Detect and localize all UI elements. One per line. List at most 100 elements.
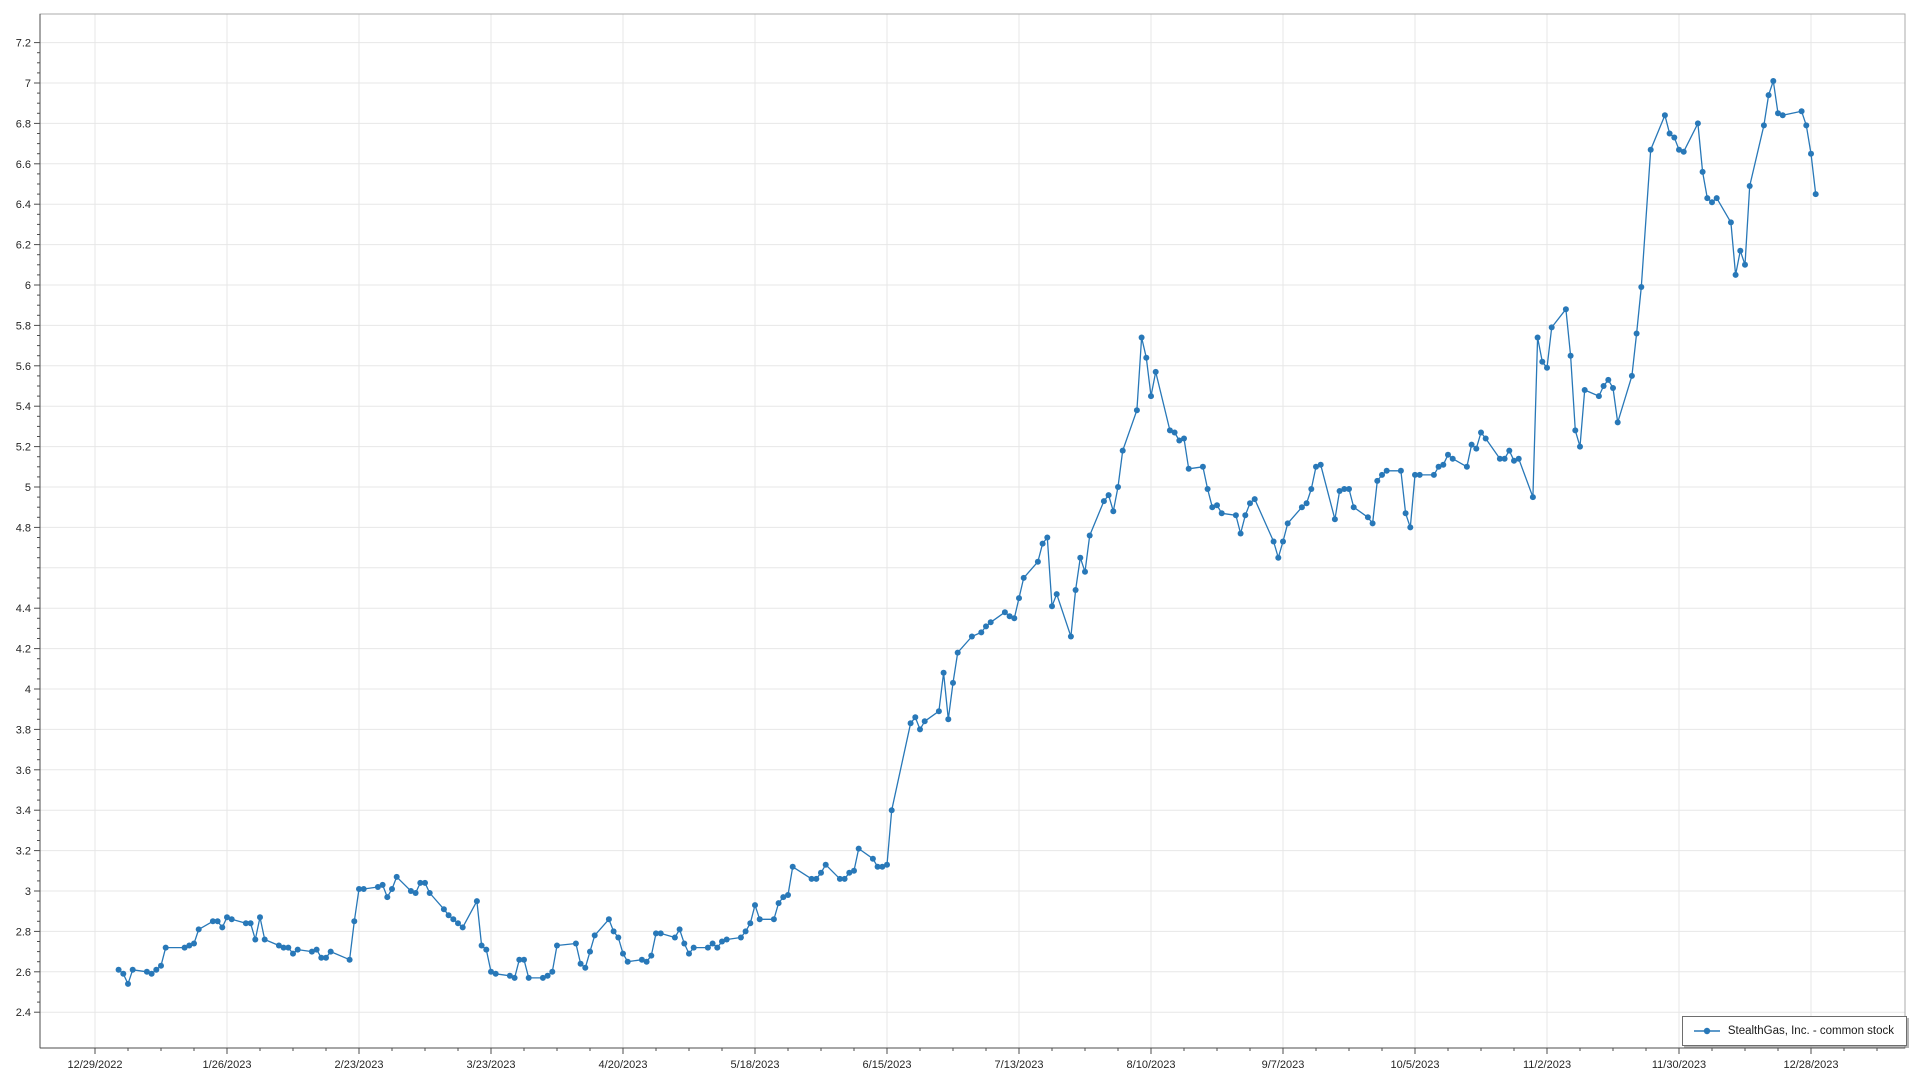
data-point xyxy=(313,946,320,953)
data-point xyxy=(1138,334,1145,341)
x-tick-label: 7/13/2023 xyxy=(995,1059,1044,1071)
data-point xyxy=(1199,463,1206,470)
data-point xyxy=(917,726,923,733)
data-point xyxy=(747,920,754,927)
data-point xyxy=(1638,284,1645,290)
y-tick-label: 2.8 xyxy=(16,926,31,938)
data-point xyxy=(846,869,853,876)
data-point xyxy=(153,966,160,973)
data-point xyxy=(1374,477,1381,484)
data-point xyxy=(1671,134,1678,141)
x-tick-label: 5/18/2023 xyxy=(731,1059,780,1071)
y-tick-label: 7.2 xyxy=(16,38,31,50)
data-point xyxy=(1284,520,1291,527)
x-tick-label: 1/26/2023 xyxy=(203,1059,252,1071)
data-point xyxy=(478,942,485,949)
data-point xyxy=(884,861,890,868)
data-point xyxy=(412,890,419,896)
data-point xyxy=(492,970,499,977)
x-tick-label: 3/23/2023 xyxy=(467,1059,516,1071)
data-point xyxy=(162,944,169,951)
data-point xyxy=(181,944,188,951)
data-point xyxy=(115,966,122,973)
data-point xyxy=(1006,613,1013,620)
data-point xyxy=(1473,445,1480,452)
data-point xyxy=(511,974,518,981)
data-point xyxy=(1280,538,1286,545)
data-point xyxy=(1204,486,1211,492)
data-point xyxy=(506,972,513,979)
data-point xyxy=(978,629,985,636)
data-point xyxy=(483,946,490,953)
data-point xyxy=(1072,587,1079,593)
data-point xyxy=(653,930,659,937)
data-point xyxy=(186,942,193,949)
data-point xyxy=(1251,496,1258,503)
data-point xyxy=(808,875,815,882)
legend: StealthGas, Inc. - common stock xyxy=(1681,1016,1907,1046)
data-point xyxy=(1331,516,1338,523)
y-tick-label: 3.6 xyxy=(16,765,31,777)
data-point xyxy=(525,974,532,981)
y-tick-label: 3.2 xyxy=(16,846,31,858)
data-point xyxy=(723,936,730,943)
data-point xyxy=(1308,486,1315,492)
data-point xyxy=(1808,150,1814,157)
data-point xyxy=(125,980,131,987)
data-point xyxy=(869,855,876,862)
y-tick-label: 2.6 xyxy=(16,967,31,979)
data-point xyxy=(1577,443,1583,450)
data-point xyxy=(1449,455,1456,462)
data-point xyxy=(516,956,523,963)
data-point xyxy=(1044,534,1051,541)
data-point xyxy=(719,938,725,945)
data-point xyxy=(440,906,447,913)
data-point xyxy=(247,920,254,927)
data-point xyxy=(1544,364,1550,371)
data-point xyxy=(224,914,230,921)
x-tick-label: 12/29/2022 xyxy=(67,1059,122,1071)
data-point xyxy=(1100,498,1107,505)
data-point xyxy=(1412,471,1418,478)
data-point xyxy=(1732,271,1739,278)
data-point xyxy=(228,916,235,923)
data-point xyxy=(620,950,626,957)
data-point xyxy=(1152,368,1159,375)
y-tick-label: 6.8 xyxy=(16,118,31,130)
data-point xyxy=(318,954,325,961)
x-tick-label: 11/2/2023 xyxy=(1523,1059,1571,1071)
data-point xyxy=(1468,441,1475,448)
data-point xyxy=(393,873,400,880)
y-tick-label: 5.2 xyxy=(16,442,31,454)
data-point xyxy=(624,958,631,965)
data-point xyxy=(1397,467,1404,474)
data-point xyxy=(756,916,763,923)
data-point xyxy=(648,952,655,959)
data-point xyxy=(257,914,263,921)
data-point xyxy=(737,934,744,941)
data-point xyxy=(1034,558,1041,565)
data-point xyxy=(521,956,527,963)
data-point xyxy=(1218,510,1225,517)
data-point xyxy=(1709,199,1715,206)
data-point xyxy=(1119,447,1126,454)
data-point xyxy=(1765,92,1772,99)
data-point xyxy=(818,869,824,876)
y-tick-label: 3.8 xyxy=(16,724,31,736)
data-point xyxy=(950,679,956,686)
data-point xyxy=(473,898,480,905)
data-point xyxy=(1341,486,1348,492)
data-point xyxy=(1313,463,1319,470)
y-tick-label: 3.4 xyxy=(16,805,31,817)
data-point xyxy=(752,902,758,909)
data-point xyxy=(874,863,881,870)
data-point xyxy=(356,886,362,892)
y-tick-label: 6.6 xyxy=(16,159,31,171)
data-point xyxy=(549,968,556,975)
data-point xyxy=(1539,358,1546,365)
data-point xyxy=(1478,429,1484,436)
data-point xyxy=(577,960,584,967)
data-point xyxy=(275,942,282,949)
data-point xyxy=(261,936,268,943)
data-point xyxy=(587,948,593,955)
